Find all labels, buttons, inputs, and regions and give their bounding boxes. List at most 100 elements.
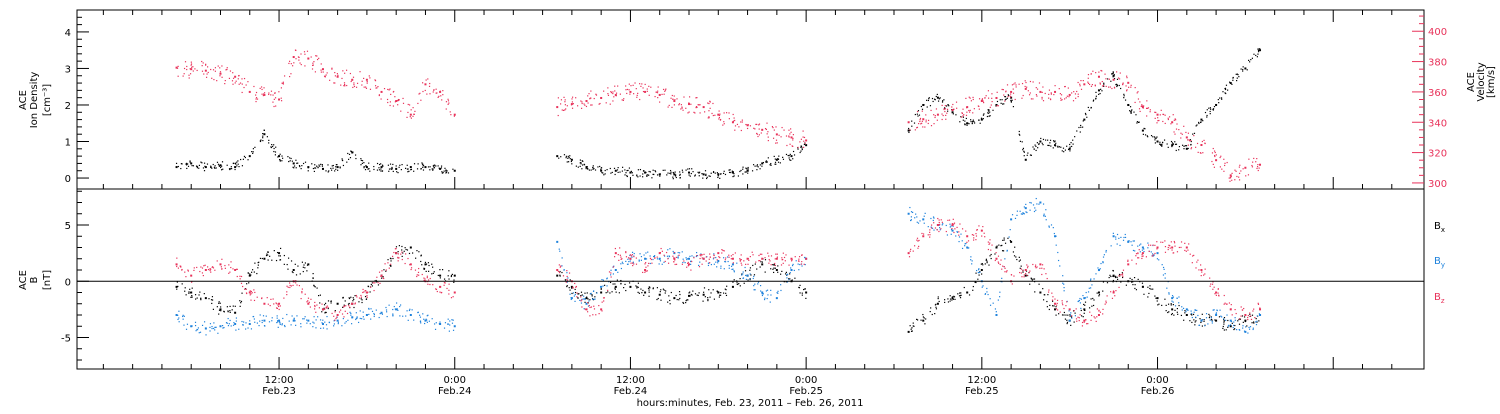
velocity-sample: [1080, 88, 1083, 90]
by-sample: [684, 261, 686, 264]
bx-point: [424, 263, 427, 266]
by-sample: [1115, 238, 1117, 240]
velocity-sample: [304, 53, 306, 55]
density-sample: [376, 162, 379, 165]
by-point: [1127, 240, 1130, 243]
by-sample: [1063, 283, 1065, 285]
density-sample: [789, 159, 791, 161]
velocity-sample: [803, 146, 805, 148]
density-sample: [361, 162, 363, 164]
bx-sample: [304, 262, 306, 264]
density-sample: [1224, 92, 1226, 94]
by-sample: [631, 251, 634, 253]
velocity-sample: [758, 128, 760, 130]
by-sample: [1234, 317, 1236, 319]
by-sample: [978, 268, 980, 270]
velocity-sample: [636, 96, 638, 98]
bz-sample: [450, 297, 453, 299]
bz-sample: [602, 297, 605, 299]
velocity-sample: [797, 146, 799, 149]
bx-sample: [569, 289, 571, 291]
bx-sample: [712, 289, 714, 291]
by-sample: [449, 320, 451, 322]
density-sample: [297, 162, 299, 164]
by-sample: [302, 318, 304, 320]
density-sample: [1003, 103, 1005, 105]
bx-sample: [741, 273, 743, 275]
velocity-sample: [709, 100, 711, 102]
velocity-sample: [1247, 174, 1250, 176]
velocity-sample: [1113, 86, 1116, 88]
velocity-sample: [1041, 91, 1043, 93]
bz-sample: [354, 302, 356, 304]
bz-sample: [575, 285, 578, 288]
density-sample: [363, 167, 365, 169]
by-sample: [373, 312, 375, 315]
velocity-sample: [565, 108, 567, 110]
by-sample: [242, 324, 244, 326]
velocity-sample: [961, 116, 963, 118]
by-sample: [686, 258, 688, 260]
by-sample: [795, 260, 797, 262]
bx-sample: [637, 291, 639, 293]
by-sample: [433, 323, 436, 325]
bx-sample: [316, 287, 318, 289]
velocity-sample: [741, 119, 743, 121]
velocity-sample: [664, 90, 666, 92]
bx-sample: [1113, 275, 1115, 278]
by-sample: [1062, 282, 1064, 284]
by-sample: [979, 271, 981, 274]
velocity-point: [585, 100, 588, 103]
velocity-sample: [255, 97, 258, 99]
density-point: [556, 155, 559, 158]
bx-sample: [799, 284, 801, 287]
velocity-sample: [646, 88, 648, 90]
velocity-sample: [709, 101, 711, 103]
bz-sample: [1122, 273, 1124, 275]
density-sample: [1052, 147, 1054, 149]
density-tick-label: 2: [65, 101, 71, 112]
velocity-sample: [205, 63, 207, 65]
velocity-sample: [238, 83, 240, 85]
bz-sample: [367, 291, 369, 293]
bx-sample: [200, 299, 202, 301]
by-sample: [1171, 295, 1174, 297]
bx-sample: [203, 293, 205, 295]
bx-sample: [720, 294, 722, 296]
density-sample: [624, 169, 626, 171]
bz-sample: [414, 269, 417, 271]
velocity-sample: [1064, 85, 1066, 88]
velocity-sample: [566, 105, 568, 107]
by-sample: [601, 278, 603, 281]
bx-sample: [676, 298, 678, 301]
bz-sample: [229, 271, 231, 273]
density-sample: [793, 154, 796, 156]
bz-sample: [721, 249, 723, 251]
bz-sample: [240, 275, 243, 278]
bx-sample: [313, 285, 315, 287]
bz-sample: [239, 275, 241, 277]
velocity-sample: [1134, 101, 1136, 104]
density-sample: [570, 160, 572, 163]
velocity-sample: [369, 88, 372, 90]
velocity-sample: [320, 63, 322, 65]
velocity-point: [556, 106, 559, 109]
bz-sample: [1253, 308, 1255, 310]
bz-sample: [1204, 268, 1206, 270]
by-sample: [923, 215, 925, 217]
bz-sample: [675, 256, 677, 259]
bz-sample: [181, 269, 183, 271]
date-tick-label: Feb.26: [1141, 386, 1175, 397]
by-sample: [580, 302, 583, 304]
density-tick-label: 4: [65, 28, 71, 39]
bz-sample: [1239, 318, 1241, 320]
density-sample: [321, 164, 323, 166]
velocity-sample: [239, 82, 242, 84]
bx-sample: [1155, 297, 1157, 299]
by-sample: [612, 273, 614, 275]
by-sample: [745, 274, 747, 277]
density-sample: [1198, 122, 1200, 125]
bz-sample: [1106, 295, 1108, 297]
bx-sample: [1106, 282, 1109, 284]
bz-point: [731, 257, 734, 260]
